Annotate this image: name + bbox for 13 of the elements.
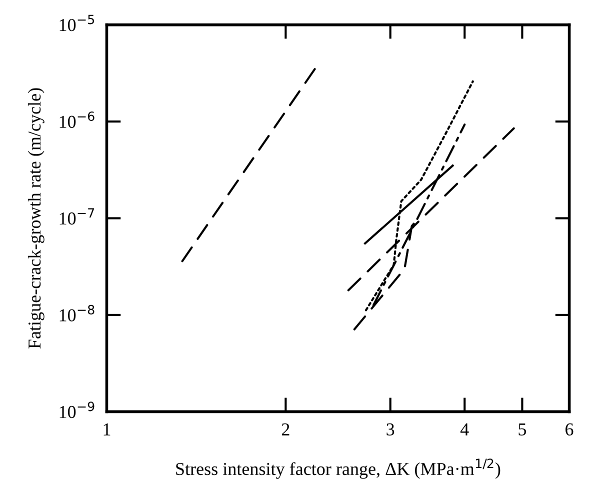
y-axis-title: Fatigue-crack-growth rate (m/cycle) xyxy=(28,88,44,349)
y-tick-label: 10$^{−7}$ xyxy=(60,208,94,225)
x-tick-label: 5 xyxy=(518,423,526,436)
y-tick-label: 10$^{−9}$ xyxy=(60,402,94,418)
x-tick-label: 3 xyxy=(386,423,394,436)
y-tick-label: 10$^{−6}$ xyxy=(60,111,94,128)
x-tick-label: 4 xyxy=(460,423,469,436)
x-axis-title: Stress intensity factor range, ΔK (MPa·m$^{1/2}$) xyxy=(176,458,500,479)
x-tick-label: 2 xyxy=(282,423,290,436)
y-tick-label: 10$^{−8}$ xyxy=(60,304,94,322)
x-tick-label: 1 xyxy=(104,423,110,436)
y-tick-label: 10$^{−5}$ xyxy=(60,14,94,32)
x-tick-label: 6 xyxy=(566,423,574,436)
